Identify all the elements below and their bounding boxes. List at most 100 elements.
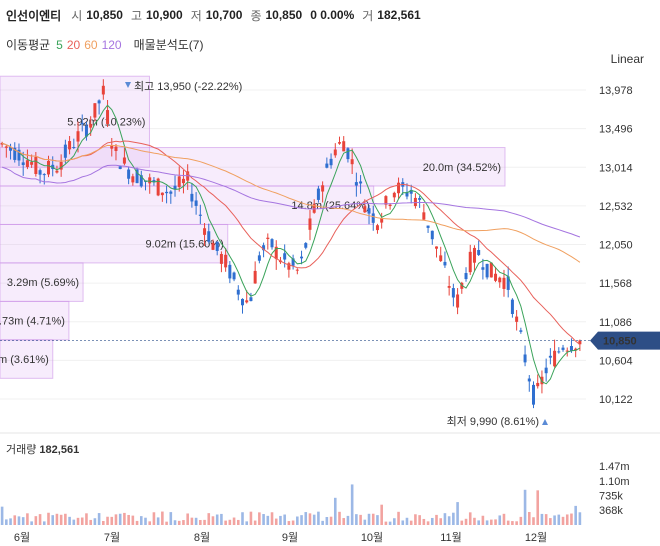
scale-mode[interactable]: Linear: [610, 52, 644, 66]
candle-body: [38, 170, 42, 175]
candle-body: [569, 346, 573, 351]
volume-bar: [397, 511, 400, 525]
candle-body: [89, 123, 93, 128]
volume-bar: [203, 519, 206, 525]
volume-bar: [64, 513, 67, 525]
candle-body: [536, 382, 540, 387]
candle-body: [485, 263, 489, 278]
candle-body: [439, 255, 443, 262]
volume-bar: [506, 520, 510, 525]
low-marker-arrow: [542, 419, 548, 425]
low-label: 저: [190, 8, 202, 23]
candle-body: [118, 166, 122, 170]
volume-bar: [80, 517, 84, 525]
candle-body: [139, 175, 143, 187]
candle-body: [329, 158, 333, 166]
volume-bar: [502, 513, 506, 525]
volume-bar: [118, 513, 122, 525]
volume-bar: [388, 521, 392, 525]
price-tick-label: 11,568: [599, 278, 632, 290]
volume-bar: [228, 519, 232, 525]
candle-body: [148, 177, 152, 184]
volume-bar: [401, 520, 405, 525]
candle-body: [76, 131, 80, 142]
volume-value: 182,561: [377, 8, 421, 22]
candle-body: [532, 384, 535, 405]
candle-body: [430, 230, 434, 240]
volume-bar: [249, 511, 253, 525]
volume-bar: [59, 514, 63, 525]
volume-bar: [135, 520, 139, 525]
candle-body: [304, 243, 308, 248]
volume-label: 거: [362, 8, 374, 23]
candle-body: [101, 85, 105, 95]
candle-body: [106, 110, 110, 124]
volume-bar: [13, 515, 17, 525]
volume-bar: [287, 521, 291, 525]
candle-body: [527, 378, 531, 382]
candle-body: [553, 350, 557, 367]
candle-body: [333, 149, 337, 156]
candle-body: [152, 180, 156, 182]
volume-bar: [279, 515, 282, 525]
volume-bar: [291, 520, 295, 525]
volume-bar: [515, 521, 518, 525]
volume-bar: [253, 520, 257, 525]
moving-average-legend[interactable]: 이동평균 5 20 60 120 매물분석도(7): [6, 36, 203, 53]
candle-body: [557, 351, 561, 353]
volume-bar: [426, 521, 430, 525]
volume-bar: [561, 516, 565, 525]
candle-body: [160, 192, 164, 196]
candle-body: [165, 191, 169, 194]
volume-bar: [177, 520, 181, 525]
volume-bar: [68, 516, 71, 525]
candle-body: [308, 218, 312, 230]
volume-bar: [367, 513, 371, 525]
month-label: 10월: [361, 531, 383, 544]
volume-bar: [17, 516, 21, 525]
candle-body: [435, 246, 438, 249]
candle-body: [93, 103, 97, 118]
volume-bar: [338, 511, 341, 525]
candle-body: [468, 251, 472, 273]
price-tick-label: 13,014: [599, 162, 633, 174]
volume-bar: [266, 515, 270, 525]
volume-bar: [199, 519, 202, 525]
volume-bar: [26, 513, 29, 525]
candle-body: [392, 192, 396, 198]
candle-body: [127, 169, 131, 179]
volume-panel-value: 182,561: [39, 444, 79, 456]
candle-body: [287, 263, 291, 270]
volume-bar: [384, 521, 388, 525]
candle-body: [181, 178, 185, 184]
candle-body: [68, 141, 72, 150]
candle-body: [17, 149, 21, 161]
candle-body: [325, 163, 329, 168]
candle-body: [443, 261, 447, 266]
candle-body: [519, 330, 523, 332]
candle-body: [190, 193, 194, 202]
volume-bar: [527, 511, 531, 525]
candle-body: [371, 213, 375, 223]
volume-bar: [494, 519, 497, 525]
candle-body: [173, 185, 177, 190]
volume-bar: [21, 517, 25, 525]
volume-bar: [565, 514, 569, 525]
volume-profile-label: 3.29m (5.69%): [7, 277, 79, 289]
volume-bar: [439, 518, 443, 525]
volume-bar: [329, 516, 333, 525]
volume-bar: [207, 513, 211, 525]
volume-bar: [536, 490, 540, 525]
volume-bars-group: [0, 484, 582, 525]
month-label: 8월: [194, 531, 210, 544]
volume-profile-label: 2.73m (4.71%): [0, 316, 65, 328]
volume-bar: [342, 518, 346, 525]
candle-body: [80, 122, 84, 125]
candle-body: [291, 258, 295, 266]
price-tick-label: 11,086: [599, 317, 632, 329]
price-tick-label: 13,496: [599, 124, 633, 136]
candle-body: [363, 206, 367, 213]
volume-profile-label[interactable]: 매물분석도(7): [133, 38, 204, 52]
volume-bar: [127, 514, 130, 525]
